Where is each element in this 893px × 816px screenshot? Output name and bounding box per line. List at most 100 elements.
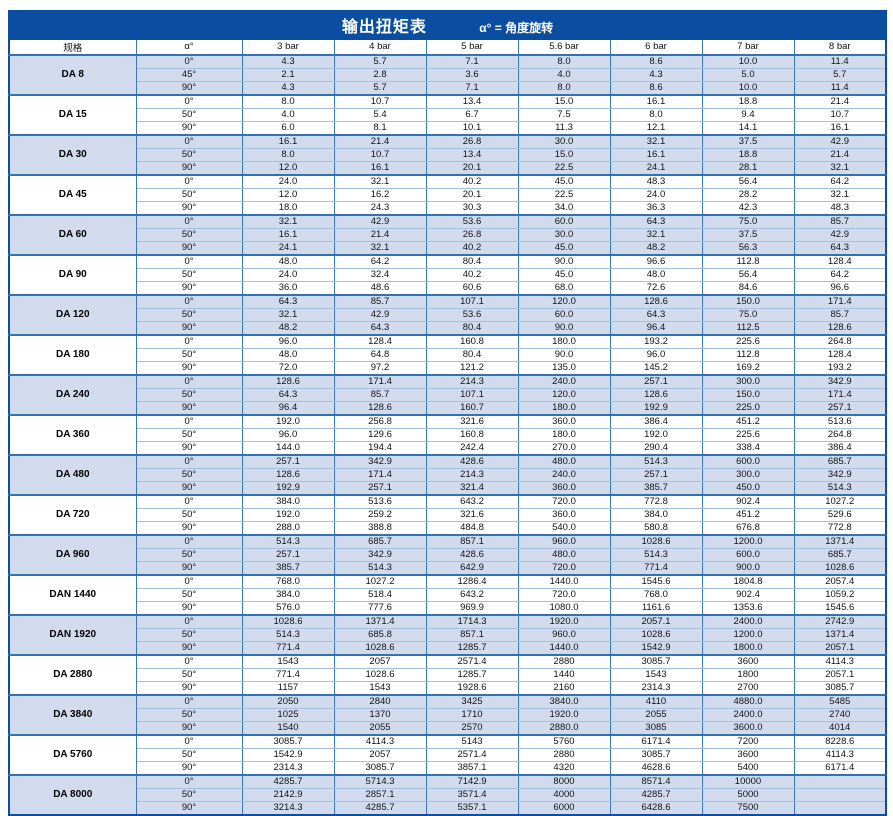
value-cell: 16.1 — [333, 160, 427, 175]
value-cell: 2050 — [241, 693, 335, 709]
value-cell: 1710 — [425, 707, 519, 722]
value-cell: 685.7 — [333, 533, 427, 549]
table-row: DA 15 0° 8.0 10.7 13.4 15.0 16.1 18.8 21.4 — [8, 93, 887, 135]
value-cell: 8.0 — [241, 93, 335, 109]
value-cell: 16.2 — [333, 187, 427, 202]
angle-cell: 0° — [135, 653, 243, 669]
table-row: 90° 288.0 388.8 484.8 540.0 580.8 676.8 772.8 — [9, 520, 887, 535]
value-cell: 902.4 — [701, 587, 795, 602]
value-cell: 15.0 — [517, 147, 611, 162]
value-cell: 8.0 — [517, 80, 611, 95]
table-row: 50° 16.1 21.4 26.8 30.0 32.1 37.5 42.9 — [9, 227, 887, 242]
value-cell: 2880 — [517, 653, 611, 669]
value-cell: 240.0 — [517, 373, 611, 389]
value-cell: 40.2 — [425, 267, 519, 282]
table-row: DA 360 0° 192.0 256.8 321.6 360.0 386.4 451.2 51… — [8, 413, 887, 455]
angle-cell: 90° — [135, 640, 243, 655]
spec-cell: DA 5760 — [8, 733, 137, 775]
angle-cell: 50° — [135, 267, 243, 282]
angle-cell: 0° — [135, 253, 243, 269]
value-cell: 288.0 — [241, 520, 335, 535]
column-header-7: 7 bar — [701, 39, 795, 56]
value-cell: 264.8 — [793, 333, 887, 349]
value-cell: 64.3 — [793, 240, 887, 255]
value-cell: 160.8 — [425, 333, 519, 349]
value-cell: 12.1 — [609, 120, 703, 135]
value-cell: 5.0 — [701, 67, 795, 82]
value-cell: 40.2 — [425, 240, 519, 255]
value-cell: 5000 — [701, 787, 795, 802]
table-row: DA 45 0° 24.0 32.1 40.2 45.0 48.3 56.4 64.2 — [8, 173, 887, 215]
value-cell: 225.0 — [701, 400, 795, 415]
value-cell: 48.2 — [241, 320, 335, 335]
value-cell: 1028.6 — [241, 613, 335, 629]
value-cell: 3085.7 — [333, 760, 427, 775]
table-row: 50° 1025 1370 1710 1920.0 2055 2400.0 2740 — [9, 707, 887, 722]
value-cell: 342.9 — [793, 467, 887, 482]
value-cell: 2057.1 — [793, 667, 887, 682]
value-cell: 171.4 — [793, 293, 887, 309]
angle-cell: 50° — [135, 427, 243, 442]
value-cell: 10.7 — [333, 147, 427, 162]
table-row: DA 720 0° 384.0 513.6 643.2 720.0 772.8 902.4 10… — [8, 493, 887, 535]
spec-cell: DA 720 — [8, 493, 137, 535]
value-cell — [793, 800, 887, 815]
value-cell: 72.0 — [241, 360, 335, 375]
table-row: DAN 1920 0° 1028.6 1371.4 1714.3 1920.0 2057.1… — [8, 613, 887, 655]
table-row: 90° 96.4 128.6 160.7 180.0 192.9 225.0 257.1 — [9, 400, 887, 415]
value-cell: 96.0 — [241, 427, 335, 442]
table-row: DA 60 0° 32.1 42.9 53.6 60.0 64.3 75.0 85.7 — [8, 213, 887, 255]
value-cell: 18.8 — [701, 93, 795, 109]
angle-cell: 0° — [135, 173, 243, 189]
value-cell: 580.8 — [609, 520, 703, 535]
value-cell: 8.6 — [609, 80, 703, 95]
value-cell — [793, 773, 887, 789]
table-row: 50° 384.0 518.4 643.2 720.0 768.0 902.4 1059.2 — [9, 587, 887, 602]
table-row: 50° 64.3 85.7 107.1 120.0 128.6 150.0 171.4 — [9, 387, 887, 402]
spec-cell: DA 120 — [8, 293, 137, 335]
value-cell: 1059.2 — [793, 587, 887, 602]
value-cell: 3425 — [425, 693, 519, 709]
value-cell: 2.1 — [241, 67, 335, 82]
table-row: DA 2880 0° 1543 2057 2571.4 2880 3085.7 3600 411… — [8, 653, 887, 695]
value-cell: 1440.0 — [517, 573, 611, 589]
table-row: 90° 192.9 257.1 321.4 360.0 385.7 450.0 514.3 — [9, 480, 887, 495]
value-cell: 9.4 — [701, 107, 795, 122]
value-cell: 3600.0 — [701, 720, 795, 735]
value-cell: 857.1 — [425, 533, 519, 549]
value-cell: 2840 — [333, 693, 427, 709]
value-cell: 64.3 — [241, 387, 335, 402]
output-torque-table: 输出扭矩表 α° = 角度旋转 规格 α° 3 bar 4 bar 5 bar 5.6 b… — [8, 10, 887, 816]
value-cell: 145.2 — [609, 360, 703, 375]
value-cell: 772.8 — [793, 520, 887, 535]
spec-cell: DA 30 — [8, 133, 137, 175]
value-cell: 643.2 — [425, 493, 519, 509]
value-cell: 386.4 — [609, 413, 703, 429]
value-cell: 1157 — [241, 680, 335, 695]
value-cell: 450.0 — [701, 480, 795, 495]
table-row: 50° 96.0 129.6 160.8 180.0 192.0 225.6 264.8 — [9, 427, 887, 442]
value-cell: 4114.3 — [793, 747, 887, 762]
value-cell: 90.0 — [517, 320, 611, 335]
value-cell: 1285.7 — [425, 667, 519, 682]
angle-cell: 50° — [135, 507, 243, 522]
value-cell: 540.0 — [517, 520, 611, 535]
value-cell: 1542.9 — [241, 747, 335, 762]
angle-cell: 90° — [135, 200, 243, 215]
value-cell: 1543 — [609, 667, 703, 682]
value-cell: 48.0 — [241, 347, 335, 362]
value-cell: 360.0 — [517, 413, 611, 429]
value-cell: 484.8 — [425, 520, 519, 535]
value-cell: 5714.3 — [333, 773, 427, 789]
value-cell: 75.0 — [701, 307, 795, 322]
table-row: 90° 144.0 194.4 242.4 270.0 290.4 338.4 386.4 — [9, 440, 887, 455]
value-cell: 4.3 — [241, 53, 335, 69]
value-cell: 64.3 — [333, 320, 427, 335]
value-cell: 720.0 — [517, 587, 611, 602]
spec-cell: DA 240 — [8, 373, 137, 415]
value-cell: 24.1 — [609, 160, 703, 175]
value-cell: 1804.8 — [701, 573, 795, 589]
value-cell: 4.3 — [609, 67, 703, 82]
value-cell: 37.5 — [701, 227, 795, 242]
angle-cell: 0° — [135, 533, 243, 549]
